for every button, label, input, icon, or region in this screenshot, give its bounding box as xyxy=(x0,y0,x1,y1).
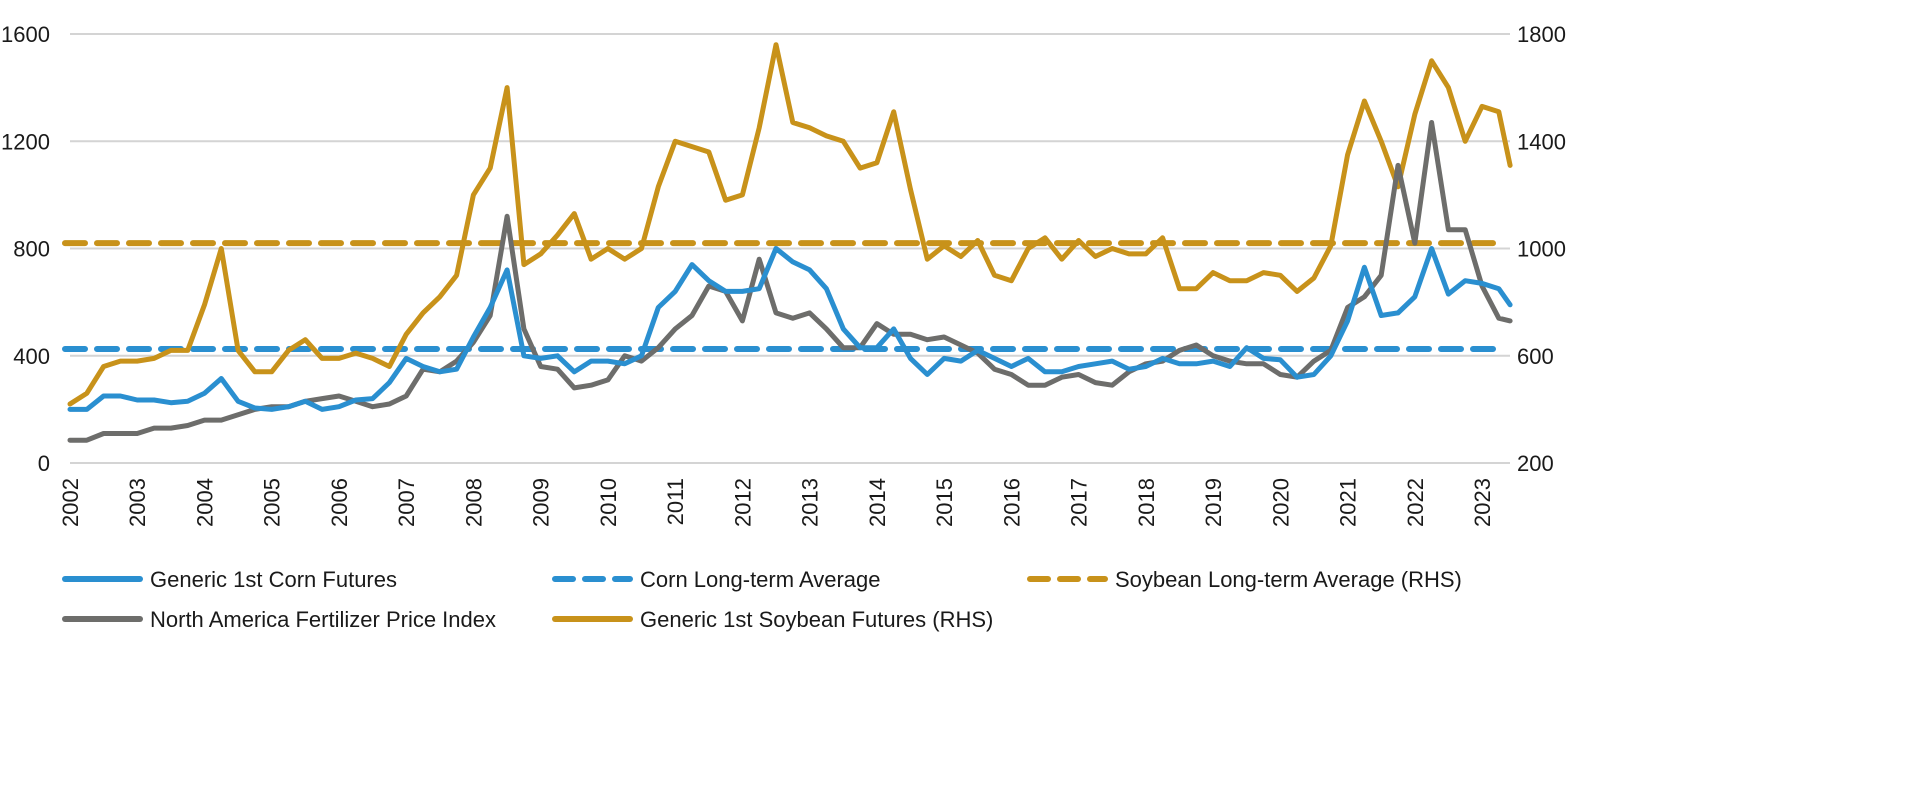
x-axis-tick-label: 2022 xyxy=(1403,478,1428,527)
x-axis-tick-label: 2008 xyxy=(461,478,486,527)
x-axis-tick-label: 2002 xyxy=(58,478,83,527)
x-axis-tick-label: 2020 xyxy=(1268,478,1293,527)
gridlines xyxy=(70,33,1510,464)
right-axis-tick-label: 1400 xyxy=(1517,129,1566,154)
left-axis-tick-label: 0 xyxy=(38,451,50,476)
x-axis-tick-label: 2006 xyxy=(327,478,352,527)
x-axis-tick-label: 2004 xyxy=(192,478,217,527)
legend: Generic 1st Corn Futures Corn Long-term A… xyxy=(62,567,1462,632)
series-line-generic-1st-soybean-futures-rhs xyxy=(67,42,1513,407)
legend-label: Generic 1st Corn Futures xyxy=(150,567,397,592)
legend-label: Corn Long-term Average xyxy=(640,567,881,592)
x-axis-tick-label: 2010 xyxy=(596,478,621,527)
left-axis-tick-label: 800 xyxy=(13,237,50,262)
right-axis-ticks: 200 600 1000 1400 1800 xyxy=(1517,22,1566,476)
left-axis-tick-label: 1600 xyxy=(1,22,50,47)
series-line-north-america-fertilizer-price-index xyxy=(67,120,1513,443)
x-axis-ticks: 2002 2003 2004 2005 2006 2007 2008 2009 2010 2011… xyxy=(58,478,1495,527)
right-axis-tick-label: 600 xyxy=(1517,344,1554,369)
x-axis-tick-label: 2017 xyxy=(1067,478,1092,527)
left-axis-ticks: 0 400 800 1200 1600 xyxy=(1,22,50,476)
x-axis-tick-label: 2023 xyxy=(1470,478,1495,527)
x-axis-tick-label: 2009 xyxy=(529,478,554,527)
x-axis-tick-label: 2019 xyxy=(1201,478,1226,527)
right-axis-tick-label: 200 xyxy=(1517,451,1554,476)
x-axis-tick-label: 2005 xyxy=(260,478,285,527)
x-axis-tick-label: 2011 xyxy=(663,478,688,525)
x-axis-tick-label: 2003 xyxy=(125,478,150,527)
series-lines xyxy=(62,42,1513,443)
series-line-generic-1st-corn-futures xyxy=(67,246,1513,412)
legend-item: Generic 1st Corn Futures xyxy=(62,567,397,592)
x-axis-tick-label: 2007 xyxy=(394,478,419,527)
legend-item: Soybean Long-term Average (RHS) xyxy=(1027,567,1462,592)
x-axis-tick-label: 2015 xyxy=(932,478,957,527)
x-axis-tick-label: 2018 xyxy=(1134,478,1159,527)
x-axis-tick-label: 2014 xyxy=(865,478,890,527)
left-axis-tick-label: 1200 xyxy=(1,129,50,154)
x-axis-tick-label: 2012 xyxy=(730,478,755,527)
left-axis-tick-label: 400 xyxy=(13,344,50,369)
x-axis-tick-label: 2016 xyxy=(999,478,1024,527)
x-axis-tick-label: 2021 xyxy=(1336,478,1361,527)
right-axis-tick-label: 1000 xyxy=(1517,237,1566,262)
legend-label: Generic 1st Soybean Futures (RHS) xyxy=(640,607,993,632)
legend-label: Soybean Long-term Average (RHS) xyxy=(1115,567,1462,592)
legend-item: North America Fertilizer Price Index xyxy=(62,607,496,632)
right-axis-tick-label: 1800 xyxy=(1517,22,1566,47)
legend-item: Corn Long-term Average xyxy=(552,567,881,592)
x-axis-tick-label: 2013 xyxy=(798,478,823,527)
legend-label: North America Fertilizer Price Index xyxy=(150,607,496,632)
legend-item: Generic 1st Soybean Futures (RHS) xyxy=(552,607,993,632)
